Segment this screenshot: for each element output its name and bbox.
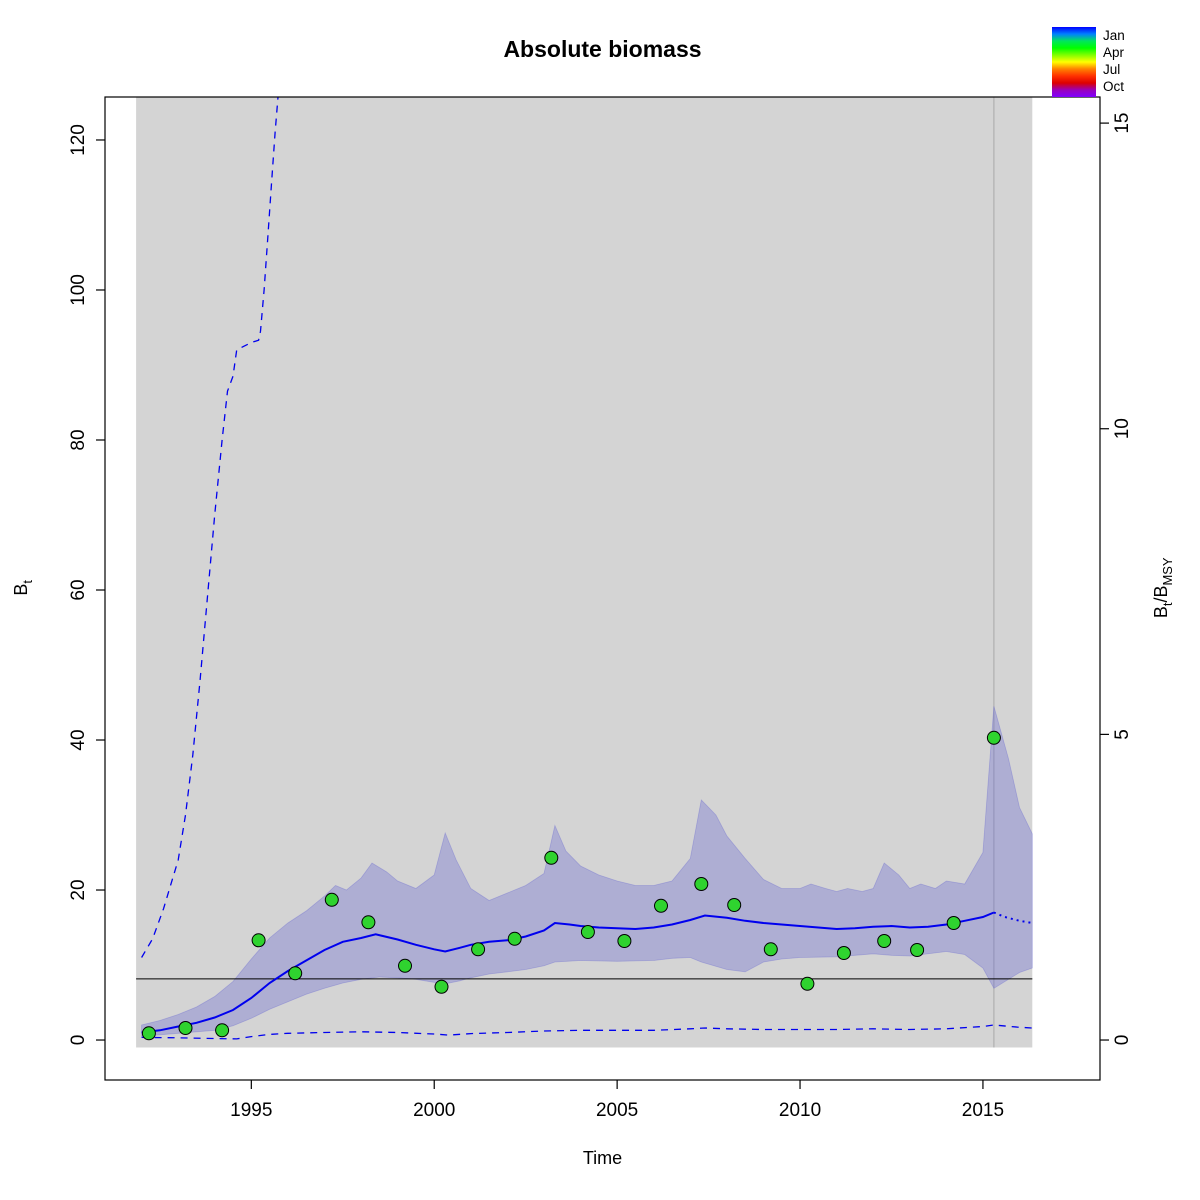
season-legend-labels: Jan Apr Jul Oct (1103, 27, 1125, 97)
season-legend: Jan Apr Jul Oct (1052, 27, 1125, 97)
observation-point (324, 892, 339, 907)
observation-point (398, 958, 412, 973)
observation-point (946, 916, 961, 930)
y-left-axis-label: Bt (11, 533, 35, 643)
y-right-tick-label: 15 (1112, 113, 1133, 134)
y-left-tick-label: 20 (68, 879, 89, 900)
y-right-label-base1: B (1151, 606, 1172, 619)
x-tick-label: 2005 (596, 1100, 638, 1121)
x-tick-label: 2000 (413, 1100, 455, 1121)
y-left-tick-label: 60 (68, 579, 89, 600)
y-left-label-sub: t (19, 579, 35, 584)
observation-point (800, 976, 815, 991)
y-left-tick-label: 100 (68, 274, 89, 306)
ci-lower-dashed-line (141, 1024, 1033, 1040)
data-period-shade (136, 97, 1033, 1048)
observation-point (617, 934, 632, 948)
observation-point (910, 943, 925, 957)
y-right-label-base2: B (1151, 585, 1172, 598)
x-tick-label: 1995 (230, 1100, 272, 1121)
observation-point (215, 1023, 230, 1038)
biomass-forecast-line (993, 911, 1033, 924)
observation-point (986, 730, 1001, 745)
y-left-label-base: B (11, 583, 32, 596)
y-right-label-sub1: t (1159, 602, 1175, 607)
observation-point (727, 898, 742, 912)
x-tick-label: 2015 (962, 1100, 1004, 1121)
y-right-tick-label: 5 (1112, 729, 1133, 740)
observation-point (877, 934, 892, 948)
observation-point (580, 925, 595, 939)
observation-point (654, 898, 668, 913)
y-left-tick-label: 120 (68, 124, 89, 156)
y-right-label-sub2: MSY (1159, 557, 1175, 586)
plot-border (104, 96, 1101, 1081)
y-right-label-sep: / (1151, 597, 1172, 603)
season-colorbar (1052, 27, 1096, 97)
x-axis-label: Time (582, 1148, 623, 1168)
x-tick-label: 2010 (779, 1100, 821, 1121)
observation-point (507, 931, 522, 946)
observation-point (434, 979, 449, 994)
y-right-axis-label: Bt/BMSY (1151, 528, 1175, 648)
observation-point (544, 850, 559, 865)
observation-point (141, 1026, 156, 1041)
observation-point (694, 877, 709, 891)
legend-label: Apr (1103, 45, 1125, 60)
observation-point (288, 966, 303, 981)
observation-point (836, 946, 851, 960)
observation-point (178, 1021, 193, 1035)
y-left-tick-label: 80 (68, 429, 89, 450)
y-left-tick-label: 0 (68, 1035, 89, 1046)
observation-point (361, 915, 376, 930)
ci-upper-dashed-line (141, 97, 279, 958)
y-right-tick-label: 0 (1112, 1035, 1133, 1046)
legend-label: Jul (1103, 62, 1121, 77)
chart-title: Absolute biomass (503, 36, 702, 62)
legend-label: Oct (1103, 79, 1125, 94)
observation-point (251, 933, 266, 948)
y-right-tick-label: 10 (1112, 418, 1133, 439)
observation-point (763, 942, 778, 957)
observation-point (471, 942, 486, 957)
legend-label: Jan (1103, 28, 1125, 43)
y-left-tick-label: 40 (68, 729, 89, 750)
